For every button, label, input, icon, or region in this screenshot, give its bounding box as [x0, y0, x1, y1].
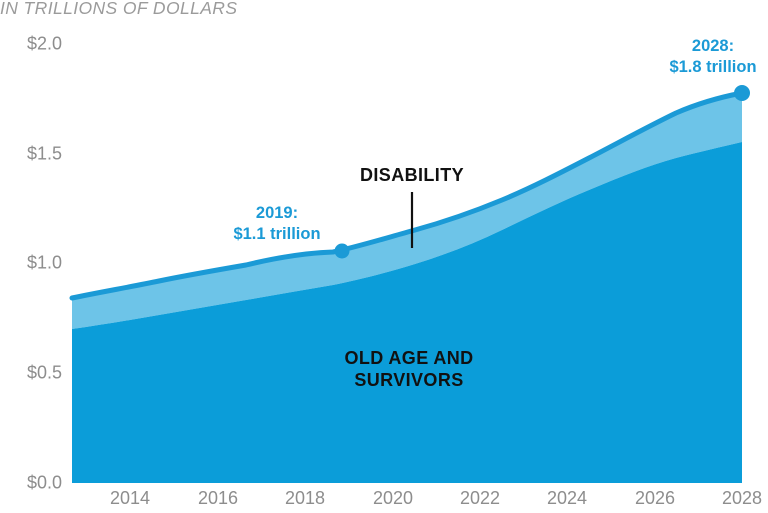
x-axis-tick: 2022: [459, 488, 501, 508]
series-label-disability: DISABILITY: [359, 165, 465, 185]
total-line-stroke: [69, 90, 745, 301]
series-label-old-age-survivors: OLD AGE AND SURVIVORS: [344, 348, 473, 391]
series-label-old-age-line2: SURVIVORS: [354, 369, 464, 390]
annotation-2019-year: 2019:: [255, 204, 299, 222]
series-area-disability: [72, 93, 742, 329]
marker-2019[interactable]: [334, 243, 350, 259]
y-axis-tick: $0.0: [26, 472, 62, 493]
x-axis-tick: 2026: [634, 488, 676, 508]
x-axis-tick: 2020: [372, 488, 414, 508]
marker-2028[interactable]: [734, 85, 750, 101]
x-axis-tick: 2014: [109, 488, 151, 508]
x-axis-tick: 2028: [721, 488, 763, 508]
annotation-2028: 2028: $1.8 trillion: [669, 36, 756, 78]
annotation-2019-value: $1.1 trillion: [233, 224, 321, 243]
series-area-old-age-survivors: [72, 142, 742, 483]
annotation-2019: 2019: $1.1 trillion: [233, 203, 320, 245]
series-label-old-age-line1: OLD AGE AND: [344, 348, 474, 368]
y-axis-tick: $1.5: [26, 143, 62, 164]
y-axis-tick: $2.0: [26, 33, 62, 54]
annotation-2028-value: $1.8 trillion: [669, 57, 757, 76]
x-axis-tick: 2016: [197, 488, 239, 508]
y-axis-tick: $0.5: [26, 362, 62, 383]
annotation-2028-year: 2028:: [691, 37, 735, 55]
x-axis-tick: 2018: [284, 488, 326, 508]
y-axis-tick: $1.0: [26, 252, 62, 273]
y-axis: $0.0 $0.5 $1.0 $1.5 $2.0: [0, 0, 62, 513]
x-axis-tick: 2024: [546, 488, 588, 508]
chart-title: IN TRILLIONS OF DOLLARS: [0, 0, 238, 18]
